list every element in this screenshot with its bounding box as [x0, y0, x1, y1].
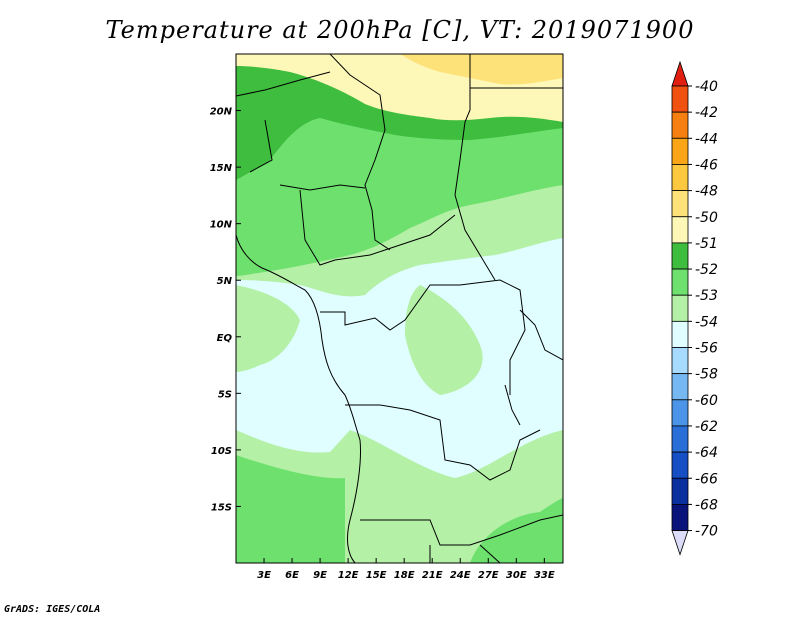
- colorbar-label: -40: [695, 79, 718, 95]
- field-light-green-east: [405, 285, 483, 395]
- longitude-ticks: 3E 6E 9E 12E 15E 18E 21E 24E 27E 30E 33E: [257, 558, 555, 581]
- border-east-lakes: [504, 309, 563, 426]
- border-north-a: [329, 54, 391, 251]
- lon-tick-label: 12E: [338, 570, 359, 581]
- colorbar-segment: [671, 477, 689, 505]
- colorbar-label: -70: [695, 524, 718, 540]
- lon-tick-label: 3E: [257, 570, 271, 581]
- colorbar-label: -54: [695, 314, 718, 330]
- colorbar-segment: [671, 320, 689, 348]
- lat-tick-label: 20N: [210, 107, 233, 118]
- temperature-field: [236, 54, 563, 563]
- border-equator: [320, 279, 526, 395]
- colorbar-label: -64: [695, 445, 718, 461]
- lon-tick-label: 30E: [506, 570, 527, 581]
- map-title: Temperature at 200hPa [C], VT: 201907190…: [105, 16, 695, 44]
- country-borders: [236, 54, 563, 563]
- colorbar: -40 -42 -44 -46 -48 -50 -51 -52 -53 -54 -56 -58 -60 -…: [671, 60, 718, 556]
- colorbar-label: -48: [695, 184, 718, 200]
- map-frame: [235, 53, 564, 564]
- grads-credit: GrADS: IGES/COLA: [4, 604, 101, 615]
- colorbar-segment: [671, 503, 689, 531]
- colorbar-segment: [671, 111, 689, 139]
- lat-tick-label: 5N: [217, 276, 233, 287]
- border-south: [360, 514, 563, 563]
- colorbar-segment: [671, 190, 689, 218]
- colorbar-label: -68: [695, 497, 718, 513]
- lat-tick-label: 15S: [211, 502, 232, 513]
- colorbar-label: -56: [695, 341, 718, 357]
- colorbar-label: -58: [695, 367, 718, 383]
- colorbar-segment: [671, 399, 689, 427]
- colorbar-label: -42: [695, 105, 718, 121]
- lon-tick-label: 24E: [450, 570, 471, 581]
- field-green-south-band: [236, 510, 320, 563]
- lat-tick-label: 15N: [210, 163, 233, 174]
- lon-tick-label: 6E: [285, 570, 299, 581]
- colorbar-segment: [671, 451, 689, 479]
- colorbar-segment: [671, 137, 689, 165]
- colorbar-label: -51: [695, 236, 718, 252]
- lon-tick-label: 21E: [422, 570, 443, 581]
- border-sahel: [236, 71, 331, 173]
- colorbar-segment: [671, 216, 689, 244]
- lon-tick-label: 27E: [478, 570, 499, 581]
- colorbar-label: -60: [695, 393, 718, 409]
- colorbar-segment: [671, 268, 689, 296]
- field-green-southeast: [470, 498, 563, 563]
- colorbar-segment: [671, 294, 689, 322]
- lat-tick-label: 10S: [211, 446, 232, 457]
- border-congo: [345, 404, 541, 481]
- lat-tick-label: 10N: [210, 220, 233, 231]
- colorbar-segment: [671, 164, 689, 191]
- field-light-yellow-north: [400, 54, 563, 85]
- colorbar-segment: [671, 373, 689, 401]
- lon-tick-label: 15E: [366, 570, 387, 581]
- lat-tick-label: EQ: [217, 333, 233, 344]
- latitude-ticks: 20N 15N 10N 5N EQ 5S 10S 15S: [210, 107, 241, 513]
- colorbar-label: -46: [695, 157, 718, 173]
- border-central: [279, 184, 456, 266]
- lon-tick-label: 33E: [534, 570, 555, 581]
- colorbar-label: -62: [695, 419, 718, 435]
- colorbar-top-arrow: [671, 60, 689, 87]
- lon-tick-label: 18E: [394, 570, 415, 581]
- colorbar-segment: [671, 85, 689, 113]
- lat-tick-label: 5S: [218, 389, 232, 400]
- colorbar-label: -44: [695, 131, 718, 147]
- colorbar-label: -50: [695, 210, 718, 226]
- colorbar-segment: [671, 425, 689, 453]
- colorbar-label: -66: [695, 471, 718, 487]
- coastline-west: [236, 234, 361, 563]
- colorbar-segment: [671, 347, 689, 375]
- colorbar-label: -52: [695, 262, 718, 278]
- field-light-green-west: [236, 285, 300, 372]
- colorbar-segment: [671, 242, 689, 270]
- colorbar-label: -53: [695, 288, 718, 304]
- border-north-b: [454, 54, 496, 281]
- colorbar-bottom-arrow: [671, 530, 689, 556]
- lon-tick-label: 9E: [313, 570, 327, 581]
